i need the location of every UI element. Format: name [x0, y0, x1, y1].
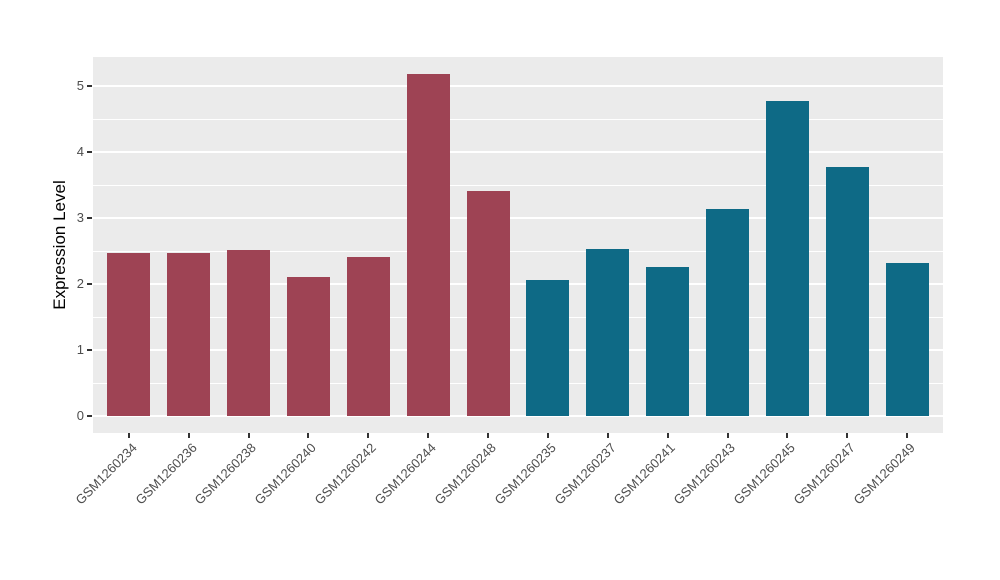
x-tick-mark [546, 433, 549, 438]
y-tick-label: 3 [76, 210, 84, 225]
x-tick-label: GSM1260236 [132, 440, 200, 508]
y-tick-label: 4 [76, 144, 84, 159]
x-tick-label: GSM1260244 [371, 440, 439, 508]
minor-gridline [93, 383, 943, 384]
minor-gridline [93, 185, 943, 186]
y-tick-mark [87, 283, 92, 285]
y-tick-mark [87, 349, 92, 351]
bar-GSM1260234 [107, 253, 150, 416]
minor-gridline [93, 251, 943, 252]
bar-GSM1260237 [586, 249, 629, 416]
x-tick-mark [127, 433, 130, 438]
major-gridline [93, 85, 943, 87]
y-tick-mark [87, 151, 92, 153]
y-tick-label: 0 [76, 408, 84, 423]
x-tick-label: GSM1260241 [610, 440, 679, 508]
y-tick-label: 1 [76, 342, 84, 357]
bar-GSM1260247 [826, 167, 869, 416]
x-tick-label: GSM1260243 [670, 440, 739, 508]
bar-GSM1260243 [706, 209, 749, 416]
minor-gridline [93, 119, 943, 120]
x-tick-mark [726, 433, 729, 438]
major-gridline [93, 151, 943, 153]
x-tick-mark [427, 433, 430, 438]
y-tick-mark [87, 85, 92, 87]
x-tick-label: GSM1260234 [72, 440, 140, 508]
major-gridline [93, 217, 943, 219]
y-tick-label: 2 [76, 276, 84, 291]
bar-GSM1260240 [287, 277, 330, 416]
bar-GSM1260241 [646, 267, 689, 416]
x-tick-label: GSM1260248 [431, 440, 499, 508]
x-tick-mark [846, 433, 849, 438]
x-tick-label: GSM1260242 [311, 440, 379, 508]
bar-GSM1260236 [167, 253, 210, 416]
major-gridline [93, 283, 943, 285]
bar-GSM1260242 [347, 257, 390, 416]
plot-panel [93, 57, 943, 433]
x-tick-label: GSM1260237 [551, 440, 619, 508]
x-tick-label: GSM1260240 [251, 440, 320, 508]
bar-GSM1260249 [886, 263, 929, 416]
bar-GSM1260244 [407, 74, 450, 416]
x-tick-mark [606, 433, 609, 438]
bar-GSM1260238 [227, 250, 270, 416]
major-gridline [93, 349, 943, 351]
x-tick-mark [487, 433, 490, 438]
x-tick-mark [187, 433, 190, 438]
x-tick-mark [786, 433, 789, 438]
x-tick-label: GSM1260235 [491, 440, 559, 508]
bar-GSM1260235 [526, 280, 569, 416]
y-tick-mark [87, 217, 92, 219]
major-gridline [93, 415, 943, 417]
x-tick-mark [666, 433, 669, 438]
y-tick-label: 5 [76, 78, 84, 93]
bar-GSM1260248 [467, 191, 510, 416]
y-tick-mark [87, 415, 92, 417]
x-tick-label: GSM1260249 [850, 440, 918, 508]
x-tick-label: GSM1260245 [730, 440, 798, 508]
x-tick-label: GSM1260238 [191, 440, 260, 508]
bar-GSM1260245 [766, 101, 809, 416]
x-tick-mark [307, 433, 310, 438]
x-tick-mark [247, 433, 250, 438]
minor-gridline [93, 317, 943, 318]
x-tick-mark [367, 433, 370, 438]
x-tick-mark [906, 433, 909, 438]
x-tick-label: GSM1260247 [790, 440, 858, 508]
